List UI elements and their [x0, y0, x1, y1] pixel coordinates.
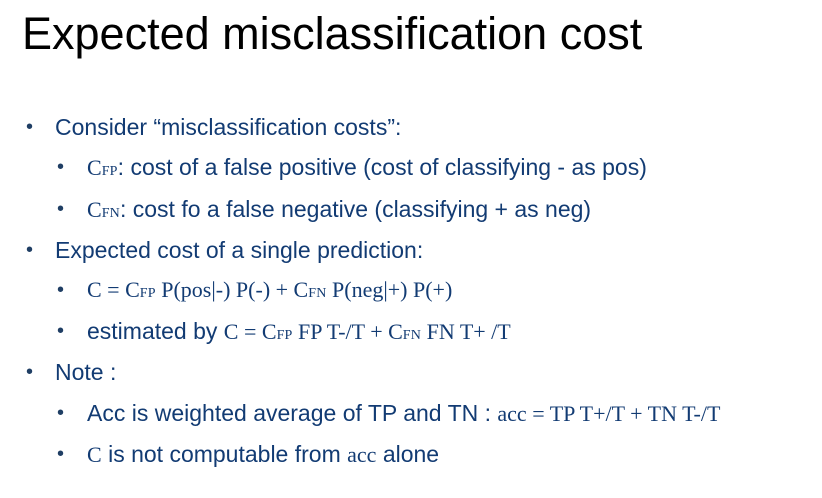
- bullet-text: Acc is weighted average of TP and TN : a…: [87, 399, 720, 428]
- accuracy-formula: acc = TP T+/T + TN T-/T: [497, 401, 721, 426]
- formula-part: FP T-/T + C: [292, 319, 403, 344]
- formula-part: FN T+ /T: [421, 319, 511, 344]
- bullet-text: CFP: cost of a false positive (cost of c…: [87, 153, 647, 186]
- cost-subscript: FN: [101, 206, 120, 221]
- bullet-dot-icon: •: [57, 402, 65, 424]
- formula-text: C = CFP P(pos|-) P(-) + CFN P(neg|+) P(+…: [87, 276, 452, 308]
- bullet-dot-icon: •: [57, 279, 65, 301]
- bullet-dot-icon: •: [26, 116, 34, 138]
- bullet-text: Note :: [55, 359, 117, 385]
- bullet-dot-icon: •: [57, 156, 65, 178]
- cost-subscript: FP: [101, 164, 118, 179]
- bullet-dot-icon: •: [26, 239, 34, 261]
- formula-part: P(neg|+) P(+): [326, 277, 453, 302]
- bullet-text: estimated by C = CFP FP T-/T + CFN FN T+…: [87, 317, 511, 350]
- estimate-prefix: estimated by: [87, 318, 224, 344]
- definition-text: : cost fo a false negative (classifying …: [119, 196, 592, 222]
- bullet-dot-icon: •: [57, 198, 65, 220]
- definition-text: : cost of a false positive (cost of clas…: [117, 154, 647, 180]
- bullet-text: Expected cost of a single prediction:: [55, 237, 424, 263]
- bullet-dot-icon: •: [26, 361, 34, 383]
- bullet-dot-icon: •: [57, 443, 65, 465]
- acc-symbol: acc: [347, 442, 377, 467]
- formula-subscript: FN: [402, 328, 422, 343]
- bullet-text: Consider “misclassification costs”:: [55, 114, 402, 140]
- note-middle: is not computable from: [101, 441, 348, 467]
- formula-part: P(pos|-) P(-) + C: [155, 277, 309, 302]
- formula-part: C = C: [223, 319, 277, 344]
- bullet-text: C is not computable from acc alone: [87, 440, 439, 469]
- slide-title: Expected misclassification cost: [22, 8, 643, 59]
- bullet-dot-icon: •: [57, 320, 65, 342]
- note-end: alone: [376, 441, 440, 467]
- formula-subscript: FN: [308, 286, 327, 301]
- cost-symbol: C: [87, 197, 102, 222]
- formula-subscript: FP: [276, 328, 293, 343]
- accuracy-prefix: Acc is weighted average of TP and TN :: [87, 400, 498, 426]
- cost-symbol: C: [87, 442, 102, 467]
- formula-subscript: FP: [139, 286, 156, 301]
- cost-symbol: C: [87, 155, 102, 180]
- bullet-text: CFN: cost fo a false negative (classifyi…: [87, 195, 591, 228]
- formula-part: C = C: [87, 277, 140, 302]
